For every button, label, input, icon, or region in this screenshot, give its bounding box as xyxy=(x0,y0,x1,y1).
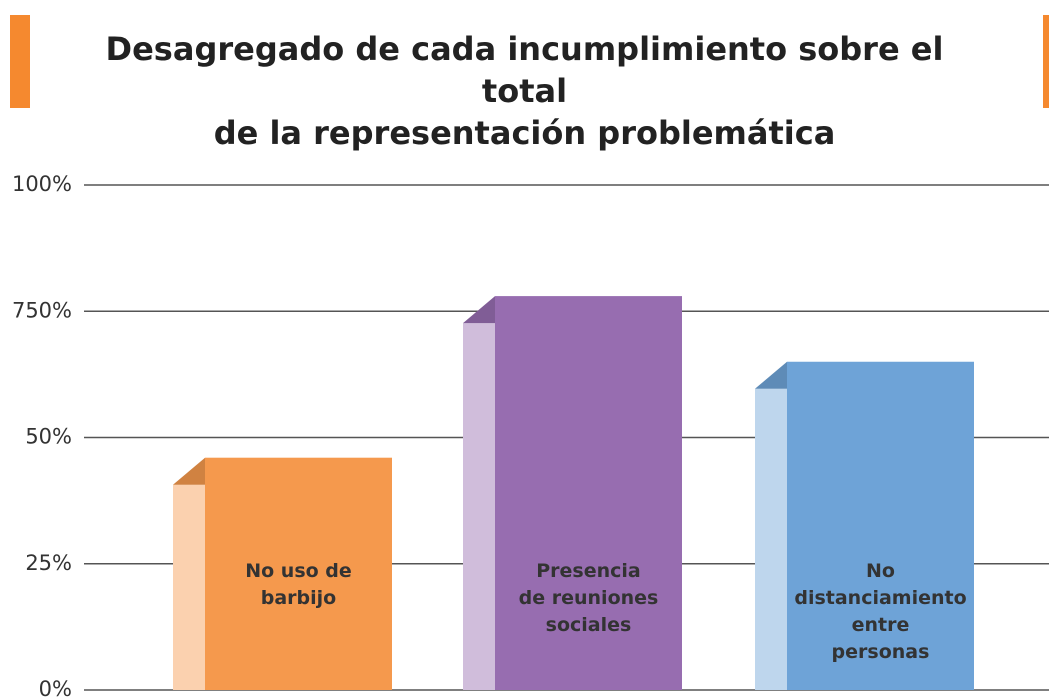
y-tick-label: 25% xyxy=(25,551,72,575)
category-label: Presencia de reuniones sociales xyxy=(518,560,659,636)
bar-top xyxy=(755,361,787,389)
y-tick-label: 50% xyxy=(25,425,72,449)
y-tick-label: 0% xyxy=(39,677,72,698)
bar-side xyxy=(173,484,205,690)
y-tick-label: 750% xyxy=(12,298,72,322)
bar-side xyxy=(755,388,787,690)
category-label: No uso de barbijo xyxy=(245,560,352,609)
title-accent xyxy=(10,15,30,108)
bar xyxy=(205,457,392,690)
bar-side xyxy=(463,323,495,690)
title-accent xyxy=(1043,15,1049,108)
bar-top xyxy=(463,296,495,324)
chart-title: Desagregado de cada incumplimiento sobre… xyxy=(105,30,944,152)
bar-top xyxy=(173,457,205,485)
y-tick-label: 100% xyxy=(12,172,72,196)
category-label: No distanciamiento entre personas xyxy=(794,560,967,663)
bar xyxy=(495,296,682,690)
bar xyxy=(787,361,974,690)
